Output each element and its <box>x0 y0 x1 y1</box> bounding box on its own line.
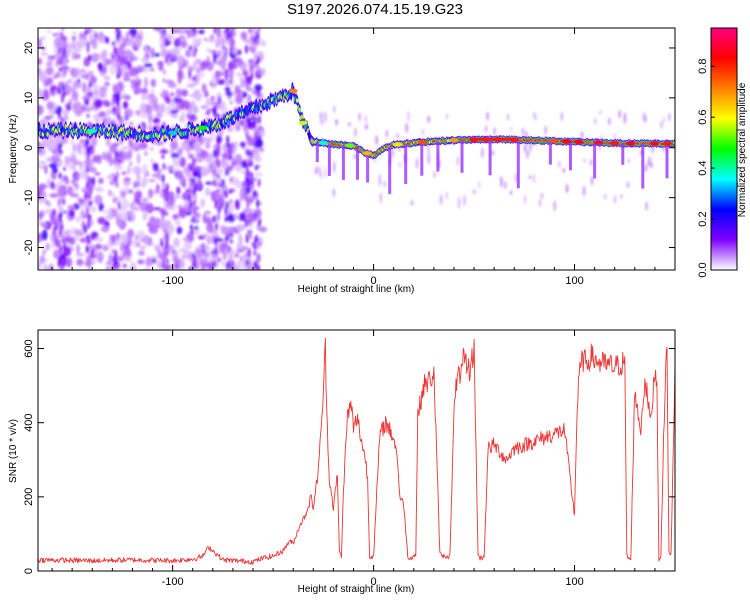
drip-streak <box>341 145 345 180</box>
drip-streak <box>641 143 645 189</box>
drip-streak <box>548 140 552 165</box>
snr-x-ticks: -100 0 100 <box>51 330 676 588</box>
y-tick-label: 600 <box>23 339 35 357</box>
drip-streak <box>488 139 492 176</box>
y-tick-label: 0 <box>23 568 35 574</box>
snr-panel: -100 0 100 0 200 400 600 Height of straight l… <box>8 329 676 595</box>
ridge-hotspot <box>288 88 298 94</box>
x-tick-label: 0 <box>371 576 377 588</box>
snr-frame <box>37 329 676 572</box>
snr-series-line <box>38 337 675 565</box>
drip-streak <box>327 143 331 176</box>
snr-y-label: SNR (10 * v/v) <box>8 419 19 483</box>
ridge-hotspot <box>662 141 672 146</box>
ridge-hotspot <box>562 139 571 144</box>
drip-streak <box>420 142 424 176</box>
ridge-hotspot <box>626 141 636 146</box>
y-tick-label: -20 <box>23 240 35 256</box>
y-tick-label: 20 <box>23 42 35 54</box>
drip-streak <box>665 143 669 179</box>
drip-streak <box>356 148 359 180</box>
ridge-core <box>470 137 519 141</box>
ridge-hotspot <box>318 140 328 145</box>
colorbar-label: Normalized spectral amplitude <box>737 82 748 217</box>
drip-streak <box>593 142 597 179</box>
y-tick-label: 400 <box>23 414 35 432</box>
y-tick-label: -10 <box>23 190 35 206</box>
spectrogram-x-label: Height of straight line (km) <box>298 284 415 295</box>
drip-streak <box>460 140 464 173</box>
spectrogram-marks <box>38 28 675 270</box>
ridge-hotspot <box>393 142 403 147</box>
spectrogram-y-label: Frequency (Hz) <box>8 115 19 184</box>
spectrogram-y-ticks: -20 -10 0 10 20 <box>23 42 675 256</box>
ridge-hotspot <box>87 128 97 134</box>
drip-streak <box>404 143 408 184</box>
drip-streak <box>569 141 572 171</box>
colorbar: 0.0 0.2 0.4 0.6 0.8 Normalized spectral ampl… <box>697 27 748 278</box>
colorbar-gradient <box>710 27 738 271</box>
x-tick-label: 0 <box>371 275 377 287</box>
ridge-hotspot <box>549 138 559 144</box>
ridge-hotspot <box>650 141 660 146</box>
colorbar-ticks: 0.0 0.2 0.4 0.6 0.8 <box>697 59 715 278</box>
colorbar-tick-label: 0.0 <box>697 262 709 277</box>
ridge-hotspot <box>417 140 427 145</box>
drip-streak <box>388 146 392 195</box>
ridge-hotspot <box>345 143 354 148</box>
ridge-hotspot <box>168 130 178 135</box>
ridge-hotspot <box>449 138 459 143</box>
chart-title: S197.2026.074.15.19.G23 <box>287 1 463 18</box>
ridge-hotspot <box>198 125 208 130</box>
spectrogram-frame <box>37 27 676 271</box>
x-tick-label: 100 <box>565 576 583 588</box>
x-tick-label: 100 <box>565 275 583 287</box>
y-tick-label: 0 <box>23 145 35 151</box>
drip-streak <box>366 153 370 183</box>
x-tick-label: -100 <box>162 576 184 588</box>
ridge-hotspot <box>574 139 583 145</box>
spectrogram-x-ticks: -100 0 100 <box>51 28 676 287</box>
snr-x-label: Height of straight line (km) <box>298 584 415 595</box>
colorbar-tick-label: 0.4 <box>697 160 709 175</box>
x-tick-label: -100 <box>162 275 184 287</box>
snr-marks <box>38 337 675 565</box>
drip-streak <box>621 143 625 165</box>
colorbar-tick-label: 0.8 <box>697 59 709 74</box>
y-tick-label: 200 <box>23 488 35 506</box>
ridge-hotspot <box>594 140 604 145</box>
ridge-hotspot <box>363 151 373 156</box>
colorbar-tick-label: 0.6 <box>697 110 709 125</box>
ridge-hotspot <box>298 120 308 126</box>
drip-streak <box>436 141 440 172</box>
colorbar-tick-label: 0.2 <box>697 211 709 226</box>
ridge-hotspot <box>610 141 620 146</box>
drip-streak <box>516 139 520 189</box>
ridge-band <box>38 82 675 195</box>
drip-streak <box>315 141 319 162</box>
y-tick-label: 10 <box>23 92 35 104</box>
snr-y-ticks: 0 200 400 600 <box>23 339 675 574</box>
